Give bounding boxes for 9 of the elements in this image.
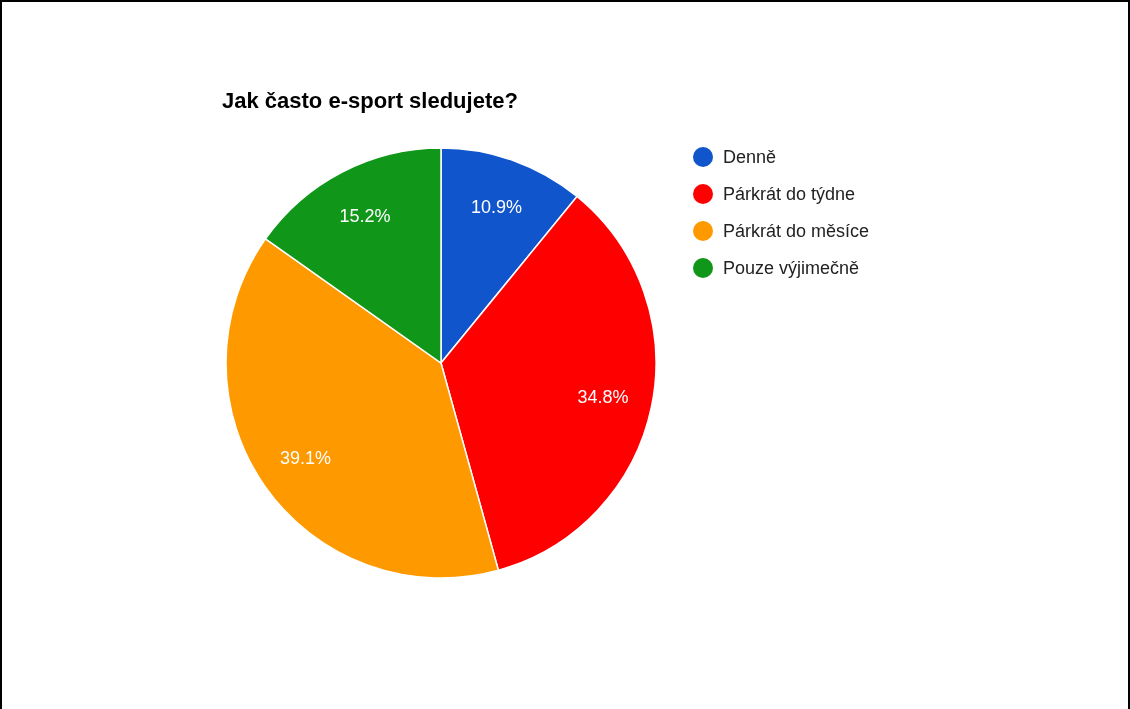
legend-label: Denně: [723, 147, 777, 168]
data-label: 15.2%: [339, 206, 391, 227]
legend-label: Párkrát do týdne: [723, 184, 856, 205]
legend-label: Párkrát do měsíce: [723, 221, 870, 242]
data-label: 39.1%: [280, 448, 332, 469]
legend-label: Pouze výjimečně: [723, 258, 860, 279]
chart-title: Jak často e-sport sledujete?: [222, 88, 518, 113]
data-label: 10.9%: [471, 197, 523, 218]
data-label: 34.8%: [577, 387, 629, 408]
